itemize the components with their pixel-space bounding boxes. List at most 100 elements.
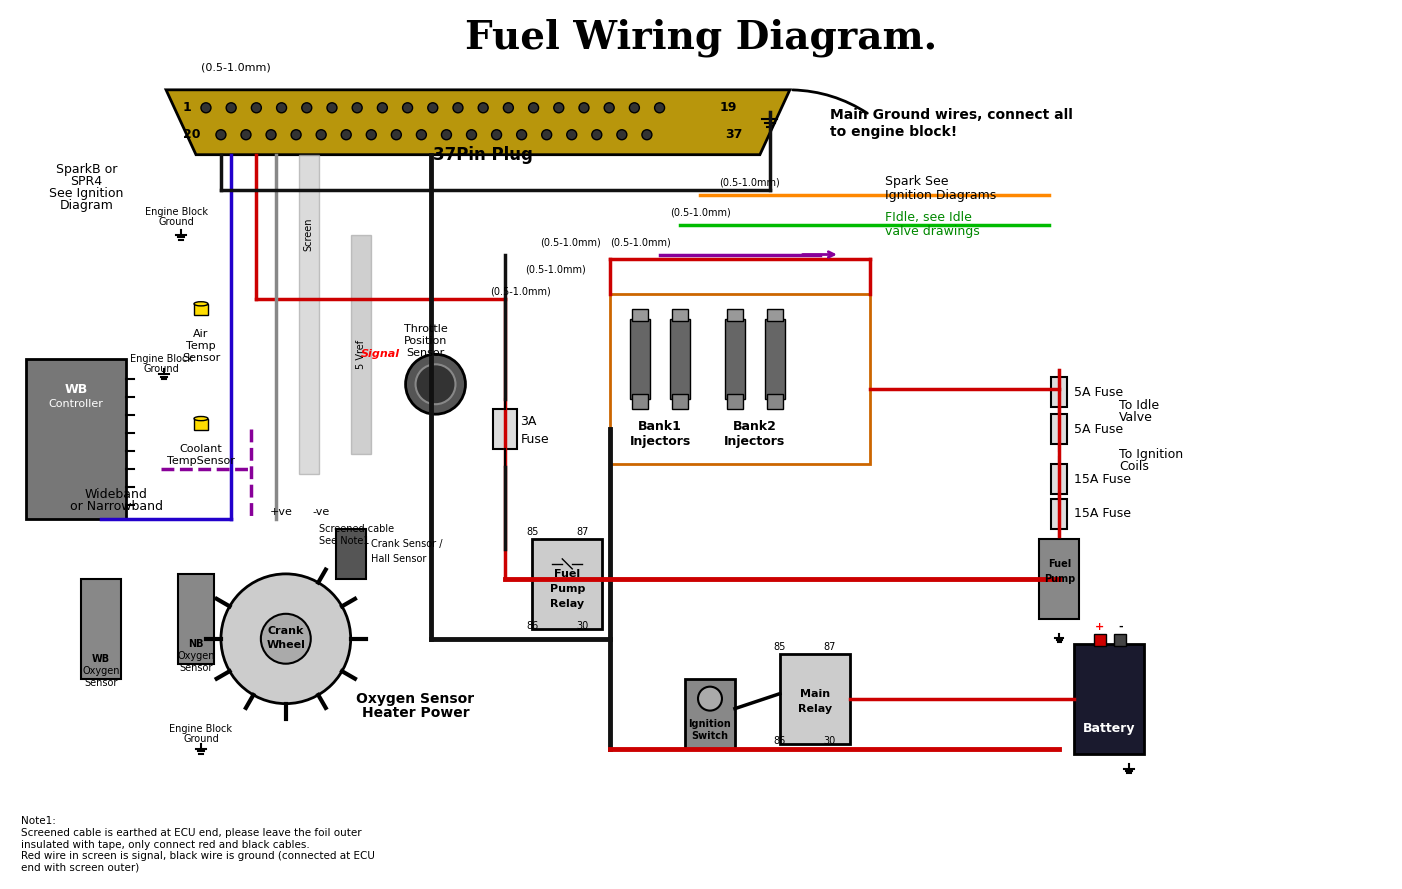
Text: Fuel Wiring Diagram.: Fuel Wiring Diagram. (465, 19, 937, 57)
Bar (632, 309, 648, 321)
Text: Note1:
Screened cable is earthed at ECU end, please leave the foil outer
insulat: Note1: Screened cable is earthed at ECU … (21, 816, 376, 873)
Text: or Narrowband: or Narrowband (70, 500, 163, 513)
Text: Sensor: Sensor (179, 662, 213, 673)
Text: To Ignition: To Ignition (1119, 448, 1183, 461)
Text: Main: Main (799, 689, 830, 699)
Text: Screened cable: Screened cable (318, 524, 394, 534)
Ellipse shape (193, 416, 207, 420)
Text: 15A Fuse: 15A Fuse (1074, 473, 1131, 485)
Bar (533, 539, 603, 629)
Circle shape (492, 130, 502, 140)
Bar (193, 419, 207, 429)
Bar (1052, 499, 1067, 529)
Bar (765, 319, 785, 399)
Text: Ground: Ground (158, 217, 193, 227)
Bar (672, 309, 688, 321)
Text: 37: 37 (725, 128, 742, 141)
Bar (767, 309, 782, 321)
Text: (0.5-1.0mm): (0.5-1.0mm) (491, 286, 551, 296)
Text: See Ignition: See Ignition (49, 187, 123, 200)
Text: +ve: +ve (269, 507, 292, 517)
Bar (1094, 634, 1106, 645)
Bar (672, 394, 688, 409)
Bar (299, 155, 318, 474)
Bar (728, 309, 743, 321)
Circle shape (467, 130, 477, 140)
Text: 3A: 3A (520, 414, 537, 428)
Circle shape (698, 686, 722, 710)
Bar (494, 409, 517, 449)
Bar (725, 319, 744, 399)
Bar (1052, 464, 1067, 494)
Text: 85: 85 (774, 642, 787, 652)
Bar (178, 574, 215, 664)
Circle shape (366, 130, 376, 140)
Text: 5A Fuse: 5A Fuse (1074, 422, 1123, 436)
Circle shape (453, 103, 463, 113)
Text: Fuse: Fuse (520, 433, 550, 445)
Text: (0.5-1.0mm): (0.5-1.0mm) (610, 237, 670, 247)
Circle shape (266, 130, 276, 140)
Text: +: + (1095, 621, 1103, 632)
Polygon shape (165, 90, 789, 155)
Text: valve drawings: valve drawings (885, 225, 980, 238)
Circle shape (226, 103, 236, 113)
Text: SPR4: SPR4 (70, 175, 102, 188)
Bar (670, 319, 690, 399)
Text: Screen: Screen (304, 218, 314, 252)
Bar (767, 394, 782, 409)
Text: 30: 30 (823, 735, 836, 746)
Circle shape (415, 364, 456, 404)
Text: 87: 87 (823, 642, 836, 652)
Circle shape (655, 103, 665, 113)
Text: Coils: Coils (1119, 460, 1150, 473)
Text: Wideband: Wideband (84, 487, 147, 501)
Text: Air: Air (193, 329, 209, 340)
Bar (629, 319, 651, 399)
Bar (335, 529, 366, 579)
Circle shape (405, 355, 465, 414)
Circle shape (292, 130, 301, 140)
Circle shape (352, 103, 362, 113)
Circle shape (554, 103, 564, 113)
Text: 85: 85 (526, 527, 538, 537)
Text: Crank Sensor /: Crank Sensor / (370, 539, 442, 549)
Circle shape (377, 103, 387, 113)
Text: 86: 86 (774, 735, 787, 746)
Text: Controller: Controller (49, 399, 104, 409)
Circle shape (516, 130, 527, 140)
Circle shape (416, 130, 426, 140)
Text: Wheel: Wheel (266, 640, 306, 650)
Text: Valve: Valve (1119, 411, 1152, 424)
Text: NB: NB (188, 638, 203, 649)
Text: (0.5-1.0mm): (0.5-1.0mm) (200, 63, 271, 73)
Circle shape (592, 130, 601, 140)
Bar (1052, 414, 1067, 444)
Text: Fuel: Fuel (554, 569, 580, 579)
Text: Coolant: Coolant (179, 444, 223, 454)
Text: 5 Vref: 5 Vref (356, 340, 366, 369)
Text: 19: 19 (721, 101, 737, 115)
Text: Hall Sensor: Hall Sensor (370, 554, 426, 564)
Bar (1052, 377, 1067, 407)
Text: See Note1: See Note1 (318, 536, 369, 546)
Circle shape (301, 103, 311, 113)
Circle shape (503, 103, 513, 113)
Text: WB: WB (93, 653, 111, 664)
Circle shape (566, 130, 576, 140)
Circle shape (579, 103, 589, 113)
Text: Main Ground wires, connect all: Main Ground wires, connect all (830, 108, 1073, 122)
Text: 20: 20 (184, 128, 200, 141)
Bar (1115, 634, 1126, 645)
Text: Spark See: Spark See (885, 175, 948, 188)
Text: (0.5-1.0mm): (0.5-1.0mm) (670, 208, 730, 218)
Bar (193, 304, 207, 315)
Text: Ground: Ground (143, 364, 179, 374)
Bar (1074, 644, 1144, 754)
Bar (1039, 539, 1080, 619)
Text: Heater Power: Heater Power (362, 706, 470, 719)
Bar (728, 394, 743, 409)
Text: WB: WB (64, 383, 88, 396)
Text: Throttle: Throttle (404, 324, 447, 334)
Text: FIdle, see Idle: FIdle, see Idle (885, 211, 972, 224)
